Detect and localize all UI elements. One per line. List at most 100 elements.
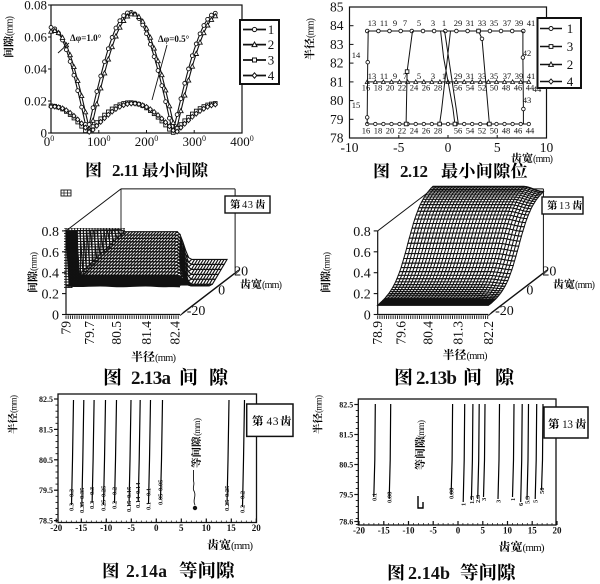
svg-text:(mm): (mm) [322,252,333,271]
svg-text:-15: -15 [75,523,87,533]
svg-text:0.3: 0.3 [69,488,76,497]
svg-text:0.08: 0.08 [387,491,394,503]
svg-text:(mm): (mm) [306,18,317,38]
svg-text:2.13a: 2.13a [131,368,172,389]
svg-text:50: 50 [490,83,499,93]
svg-text:0.3: 0.3 [89,500,96,509]
svg-text:0.25: 0.25 [224,485,231,497]
svg-text:14: 14 [352,50,361,60]
svg-text:29: 29 [454,18,463,28]
svg-text:0.06: 0.06 [24,30,47,45]
svg-text:54: 54 [466,83,475,93]
svg-text:(mm): (mm) [231,540,253,552]
svg-text:5: 5 [533,499,540,503]
svg-text:39: 39 [515,71,524,81]
svg-text:0.14: 0.14 [135,482,142,494]
svg-text:52: 52 [478,83,487,93]
svg-text:15: 15 [528,526,538,536]
svg-text:0.25: 0.25 [101,499,108,511]
svg-text:0.2: 0.2 [42,288,60,303]
svg-text:37: 37 [503,18,512,28]
svg-text:10: 10 [503,526,513,536]
svg-text:0.08: 0.08 [24,0,47,13]
svg-text:83: 83 [330,37,344,52]
svg-text:24: 24 [410,83,419,93]
svg-text:0.4: 0.4 [42,267,60,282]
svg-text:4: 4 [567,74,574,89]
svg-text:0.14: 0.14 [135,496,142,508]
svg-text:82.4: 82.4 [168,321,183,345]
svg-text:13: 13 [562,419,573,431]
svg-text:3: 3 [567,39,574,54]
svg-text:6: 6 [518,502,525,506]
svg-text:1000: 1000 [87,134,111,149]
svg-text:18: 18 [374,83,383,93]
svg-text:43: 43 [242,200,253,211]
svg-text:79.5: 79.5 [39,486,53,495]
svg-text:0.4: 0.4 [353,267,371,282]
svg-text:13: 13 [368,71,377,81]
svg-text:5: 5 [417,18,421,28]
svg-text:44: 44 [526,126,535,136]
svg-text:0.35: 0.35 [79,501,86,513]
svg-text:0.15: 0.15 [126,500,133,512]
svg-text:78.9: 78.9 [370,321,385,345]
svg-text:0: 0 [456,526,461,536]
svg-text:78.5: 78.5 [39,517,53,526]
svg-text:20: 20 [386,126,395,136]
svg-text:0: 0 [154,523,159,533]
svg-text:39: 39 [515,18,524,28]
svg-text:78: 78 [330,131,344,146]
svg-text:28: 28 [434,83,443,93]
svg-text:0.08: 0.08 [449,487,456,499]
svg-text:0.1: 0.1 [371,493,378,501]
svg-text:79: 79 [59,321,74,335]
svg-text:11: 11 [380,18,388,28]
svg-text:0.25: 0.25 [101,485,108,497]
svg-text:85: 85 [330,0,344,15]
svg-text:79.5: 79.5 [339,491,353,500]
svg-text:48: 48 [502,126,511,136]
svg-text:2.14b: 2.14b [408,563,450,583]
svg-text:52: 52 [478,126,487,136]
svg-text:33: 33 [478,18,487,28]
svg-text:10: 10 [540,140,554,155]
svg-text:79: 79 [330,112,344,127]
svg-text:81.5: 81.5 [339,431,353,440]
svg-text:-10: -10 [403,526,415,536]
svg-text:0.3: 0.3 [69,502,76,511]
svg-text:Δφ=0.5°: Δφ=0.5° [158,34,190,44]
svg-text:0.35: 0.35 [79,487,86,499]
svg-text:41: 41 [527,71,536,81]
svg-text:20: 20 [252,523,262,533]
svg-text:4: 4 [268,68,275,83]
svg-text:(mm): (mm) [523,542,545,554]
svg-text:0.3: 0.3 [89,486,96,495]
svg-text:48: 48 [502,83,511,93]
svg-text:46: 46 [514,126,523,136]
svg-text:80.4: 80.4 [421,321,436,345]
svg-text:0.8: 0.8 [42,225,60,240]
svg-text:3000: 3000 [182,134,206,149]
svg-text:80: 80 [330,93,344,108]
svg-text:3: 3 [481,497,488,501]
svg-text:35: 35 [490,18,499,28]
svg-text:(mm): (mm) [262,280,282,291]
svg-text:81: 81 [330,74,344,89]
svg-text:50: 50 [490,126,499,136]
svg-text:5: 5 [481,526,486,536]
svg-text:0.2: 0.2 [112,501,119,509]
svg-text:-5: -5 [128,523,136,533]
svg-text:41: 41 [527,18,536,28]
svg-text:3: 3 [431,18,435,28]
svg-text:0.05: 0.05 [158,479,165,491]
svg-text:-5: -5 [393,140,404,155]
svg-text:-20: -20 [187,304,206,319]
svg-text:31: 31 [466,71,475,81]
svg-text:(mm): (mm) [9,395,19,413]
svg-text:33: 33 [478,71,487,81]
svg-text:26: 26 [422,83,431,93]
svg-text:4000: 4000 [230,134,254,149]
svg-text:78.6: 78.6 [339,518,353,527]
svg-text:80.5: 80.5 [109,321,124,345]
